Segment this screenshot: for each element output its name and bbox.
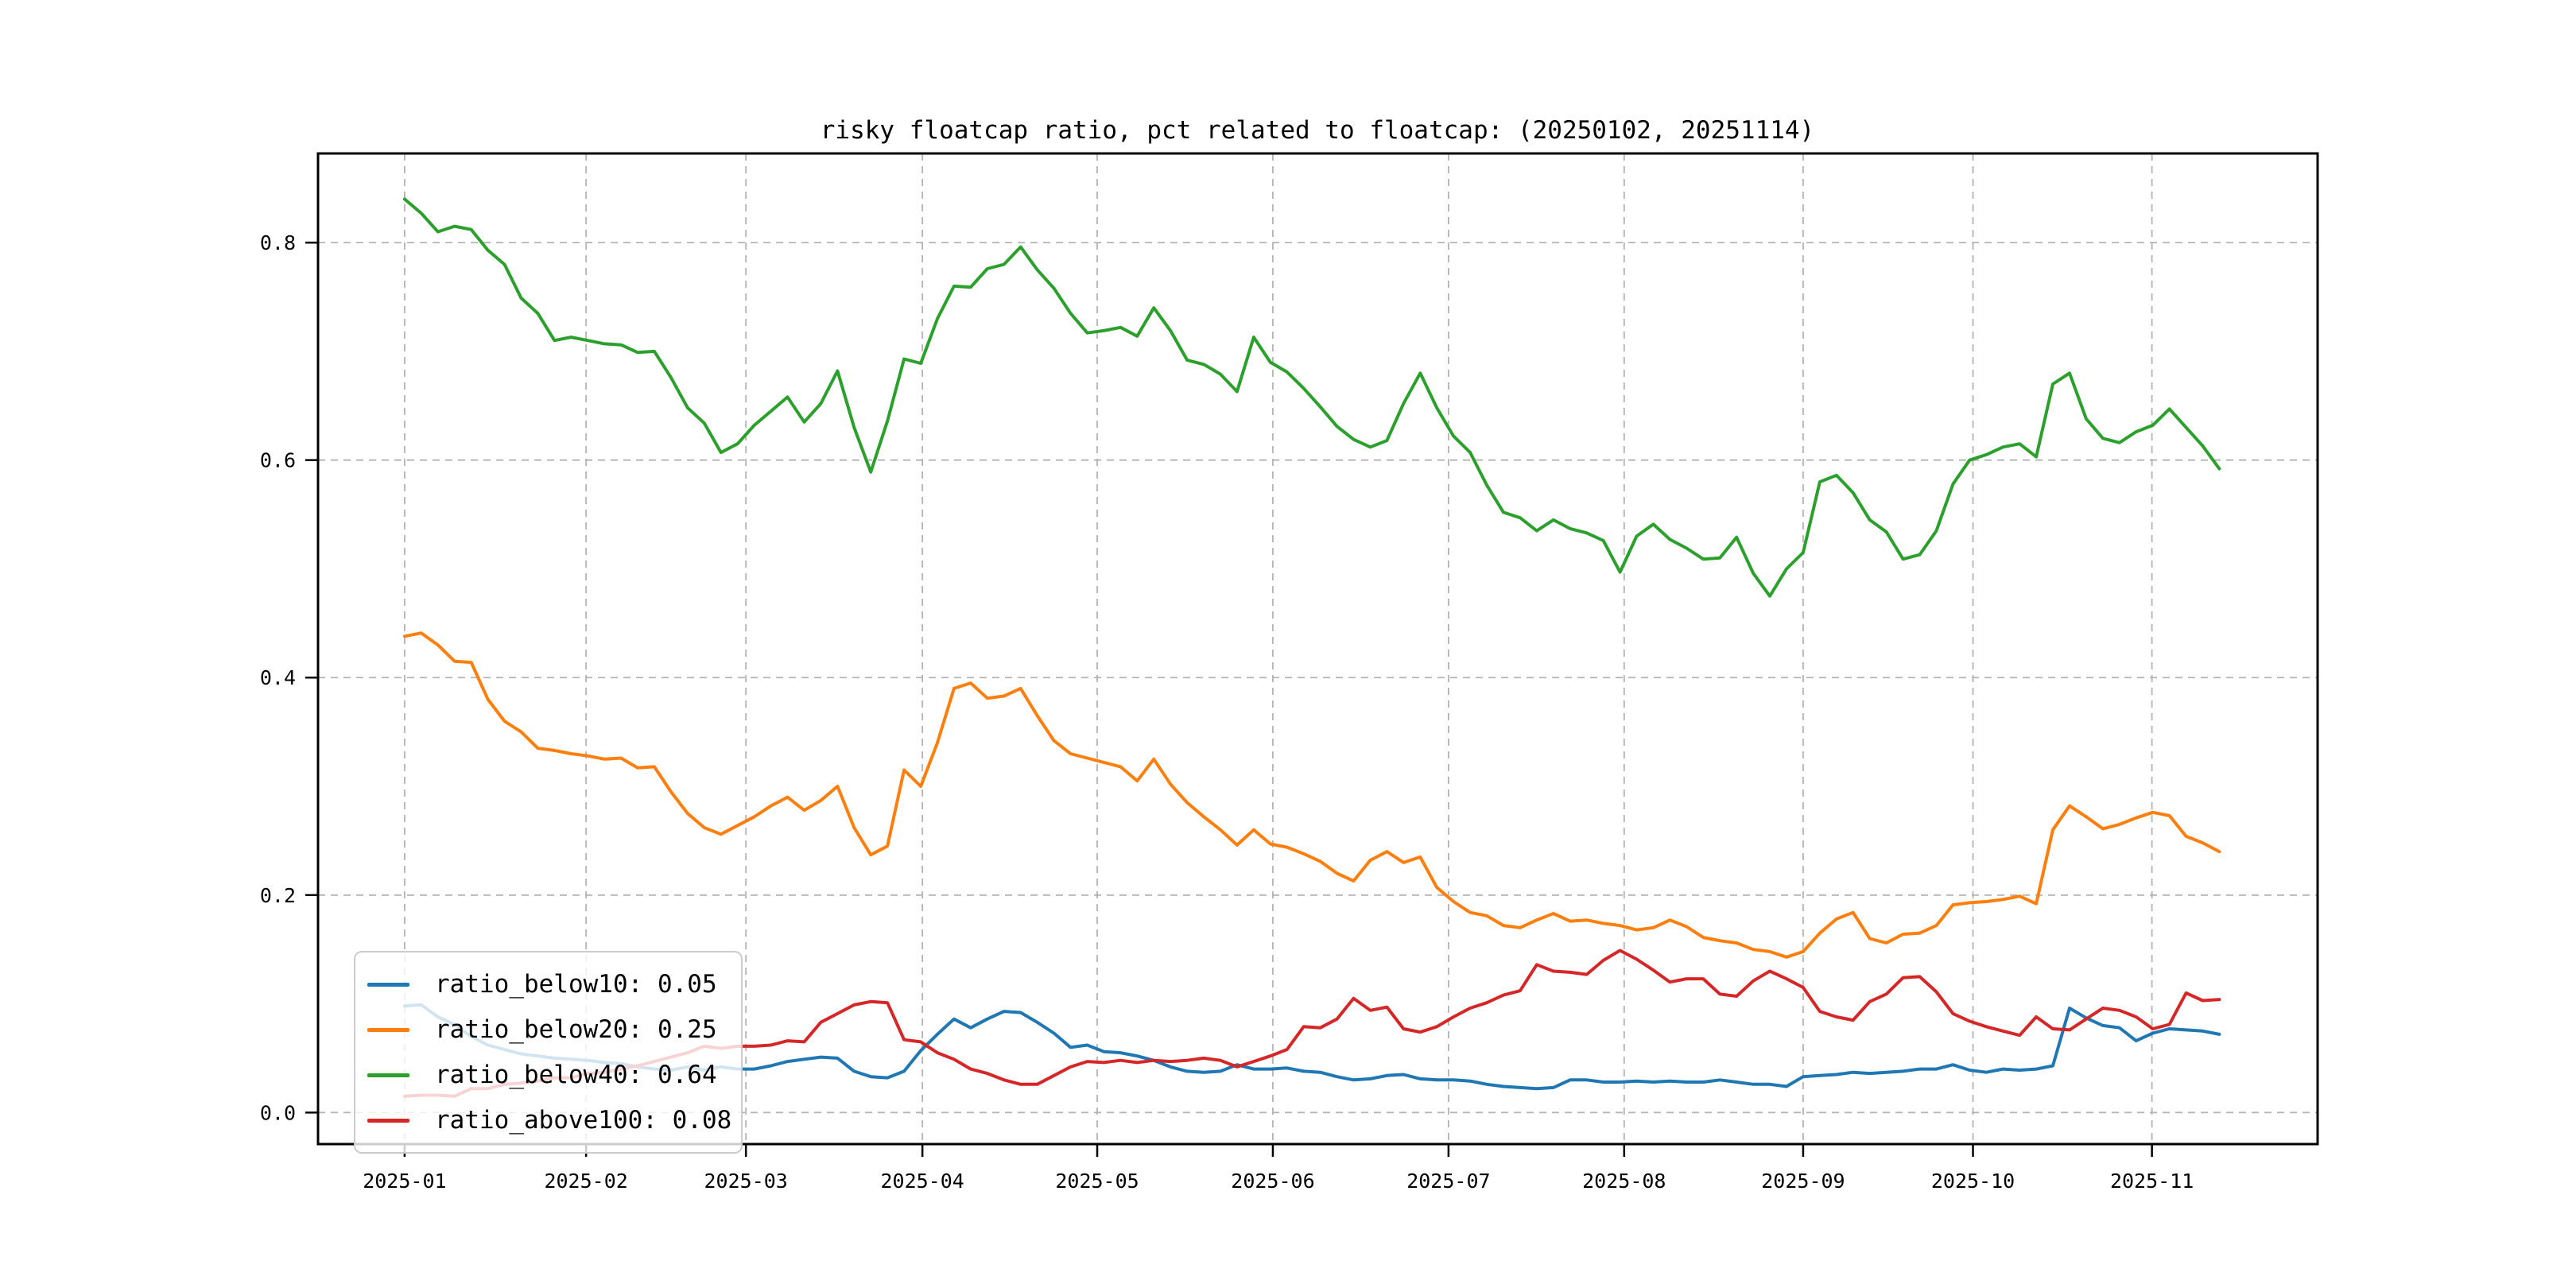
legend-line-swatch-green	[367, 1073, 409, 1077]
x-tick-label-2025-03: 2025-03	[704, 1170, 788, 1193]
x-tick-label-2025-10: 2025-10	[1931, 1170, 2015, 1193]
x-tick-label-2025-01: 2025-01	[363, 1170, 446, 1193]
legend-label: ratio_below20: 0.25	[435, 1015, 717, 1044]
legend-entry-ratio_below10: ratio_below10: 0.05	[367, 962, 741, 1007]
legend-line-swatch-red	[367, 1118, 409, 1123]
legend-label: ratio_below40: 0.64	[435, 1061, 717, 1089]
x-tick-label-2025-05: 2025-05	[1055, 1170, 1139, 1193]
legend: ratio_below10: 0.05 ratio_below20: 0.25 …	[354, 951, 743, 1154]
legend-line-swatch-blue	[367, 982, 409, 987]
y-tick-label-0.0: 0.0	[260, 1101, 296, 1124]
x-tick-label-2025-07: 2025-07	[1406, 1170, 1490, 1193]
legend-label: ratio_below10: 0.05	[435, 970, 717, 999]
y-tick-label-0.2: 0.2	[260, 884, 296, 907]
legend-entry-ratio_below20: ratio_below20: 0.25	[367, 1007, 741, 1053]
y-tick-label-0.8: 0.8	[260, 231, 296, 254]
legend-label: ratio_above100: 0.08	[435, 1106, 732, 1135]
x-tick-label-2025-06: 2025-06	[1231, 1170, 1314, 1193]
legend-entry-ratio_below40: ratio_below40: 0.64	[367, 1053, 741, 1098]
series-line-ratio_below20	[402, 631, 2221, 959]
series-line-ratio_below40	[402, 197, 2221, 598]
legend-entry-ratio_above100: ratio_above100: 0.08	[367, 1098, 741, 1143]
legend-line-swatch-orange	[367, 1027, 409, 1032]
x-tick-label-2025-11: 2025-11	[2110, 1170, 2194, 1193]
y-tick-label-0.6: 0.6	[260, 449, 296, 472]
x-tick-label-2025-02: 2025-02	[544, 1170, 627, 1193]
x-tick-label-2025-04: 2025-04	[880, 1170, 964, 1193]
plot-border	[316, 152, 2319, 1146]
chart-title: risky floatcap ratio, pct related to flo…	[820, 116, 1815, 145]
x-tick-label-2025-09: 2025-09	[1761, 1170, 1845, 1193]
x-tick-label-2025-08: 2025-08	[1582, 1170, 1666, 1193]
y-tick-label-0.4: 0.4	[260, 666, 296, 689]
